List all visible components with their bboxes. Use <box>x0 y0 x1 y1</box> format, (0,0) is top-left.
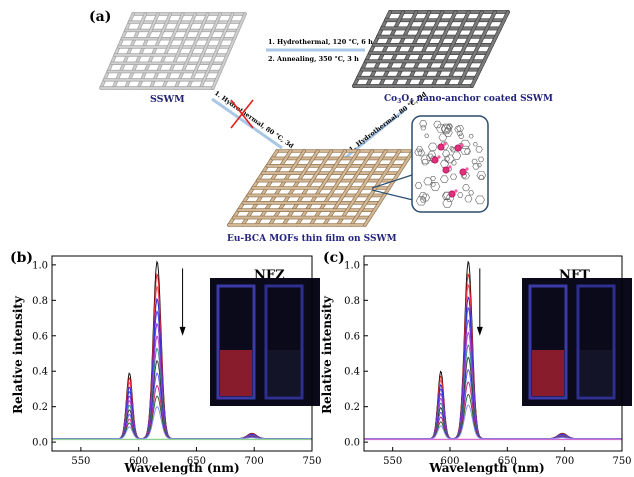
co3o4-label-part: O <box>401 94 409 104</box>
spectra-lines <box>52 260 312 440</box>
chart-b-ylabel: Relative intensity <box>11 295 25 414</box>
x-tick-label: 550 <box>71 456 90 467</box>
y-tick-label: 0.2 <box>32 402 48 413</box>
y-tick-label: 0.8 <box>344 296 360 307</box>
red-cross-2 <box>230 99 254 129</box>
x-tick-label: 750 <box>612 456 631 467</box>
y-tick-label: 0.6 <box>344 331 360 342</box>
crystal-structure-inset <box>371 115 489 213</box>
chart-b-plot: 550 600 650 700 750 0.0 0.2 0.4 0.6 0.8 1.0 <box>32 255 322 467</box>
co3o4-label: Co3O4 nano-anchor coated SSWM <box>384 94 553 105</box>
x-tick-label: 600 <box>129 456 148 467</box>
spectra-lines <box>364 260 622 440</box>
y-tick-label: 1.0 <box>344 260 360 271</box>
x-tick-label: 750 <box>302 456 321 467</box>
sswm-mesh-image <box>99 12 247 90</box>
arrow-left <box>211 97 283 150</box>
co3o4-label-sub2: 4 <box>409 98 413 105</box>
spectrum-line-13 <box>364 404 622 440</box>
co3o4-label-sub1: 3 <box>397 98 401 105</box>
chart-panel-c: (c) NFT Relative intensity Wavelength (n… <box>320 250 632 475</box>
co3o4-mesh-image <box>352 10 510 88</box>
x-tick-label: 700 <box>245 456 264 467</box>
panel-c-label: (c) <box>323 250 345 266</box>
y-tick-label: 0.0 <box>344 438 360 449</box>
spectrum-line-13 <box>52 406 312 440</box>
panel-a-label: (a) <box>89 9 111 25</box>
x-tick-label: 600 <box>440 456 459 467</box>
chart-c-ylabel: Relative intensity <box>320 295 334 414</box>
y-tick-label: 0.0 <box>32 438 48 449</box>
chart-c-xlabel: Wavelength (nm) <box>428 461 544 475</box>
sswm-label: SSWM <box>150 94 185 105</box>
decrease-arrow-head <box>476 326 483 336</box>
step-top-1: 1. Hydrothermal, 120 °C, 6 h <box>268 38 373 46</box>
panel-a: (a) SSWM 1. Hydrothermal, 120 °C, 6 h 2.… <box>89 9 553 244</box>
step-top-2: 2. Annealing, 350 °C, 3 h <box>268 55 359 63</box>
step-left: 1. Hydrothermal, 80 °C, 3d <box>213 90 295 150</box>
plot-frame <box>51 255 313 452</box>
cuvette-inset-photo <box>522 278 632 406</box>
y-tick-label: 0.2 <box>344 402 360 413</box>
x-tick-label: 550 <box>383 456 402 467</box>
chart-c-plot: 550 600 650 700 750 0.0 0.2 0.4 0.6 0.8 1.0 <box>344 255 632 467</box>
y-tick-label: 0.4 <box>344 367 360 378</box>
co3o4-label-part: nano-anchor coated SSWM <box>413 94 553 104</box>
y-tick-label: 1.0 <box>32 260 48 271</box>
y-tick-label: 0.8 <box>32 296 48 307</box>
co3o4-label-part: Co <box>384 94 397 104</box>
decrease-arrow-head <box>179 326 186 336</box>
plot-frame <box>363 255 623 452</box>
eu-bca-label: Eu-BCA MOFs thin film on SSWM <box>227 234 397 244</box>
eu-bca-mesh-image <box>227 149 415 227</box>
x-tick-label: 700 <box>555 456 574 467</box>
chart-b-xlabel: Wavelength (nm) <box>123 461 239 475</box>
x-tick-label: 650 <box>187 456 206 467</box>
cuvette-inset-photo <box>210 278 320 406</box>
y-tick-label: 0.6 <box>32 331 48 342</box>
x-tick-label: 650 <box>498 456 517 467</box>
y-tick-label: 0.4 <box>32 367 48 378</box>
chart-panel-b: (b) NFZ Relative intensity Wavelength (n… <box>10 250 322 475</box>
panel-b-label: (b) <box>10 250 33 266</box>
